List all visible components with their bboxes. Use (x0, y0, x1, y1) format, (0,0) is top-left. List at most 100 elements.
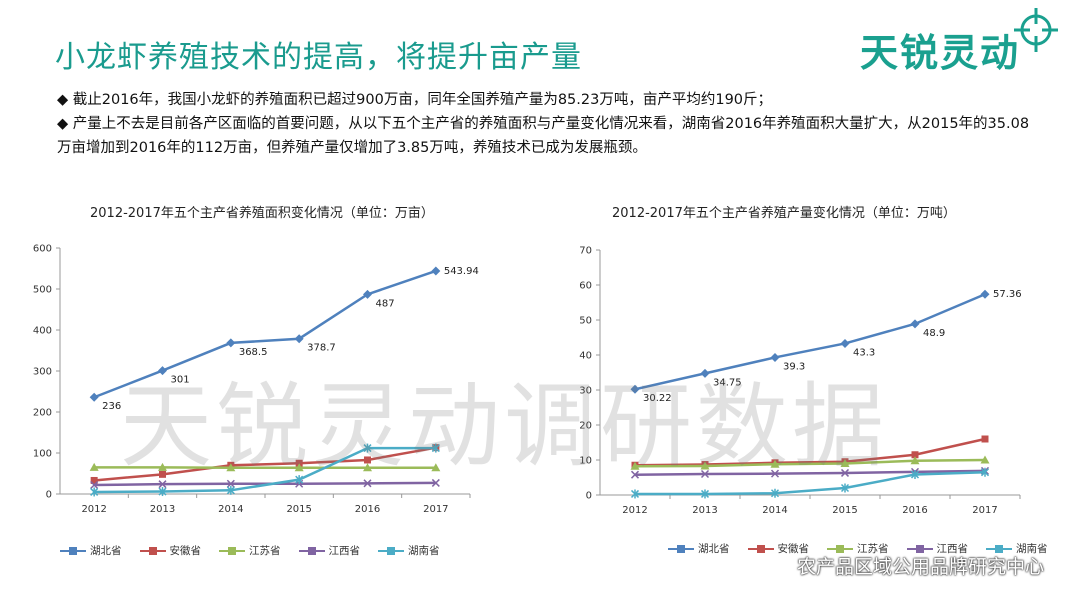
x-tick-label: 2013 (150, 504, 175, 515)
series-湖北省: 236 301 368.5 378.7 487 543.94 (89, 266, 479, 412)
bullet-list: ◆ 截止2016年，我国小龙虾的养殖面积已超过900万亩，同年全国养殖产量为85… (57, 88, 1037, 160)
x-tick-label: 2017 (972, 505, 997, 516)
data-point (770, 352, 780, 362)
chart-output: 0 10 20 30 40 50 60 70 2012 2013 2014 2015 2016 2017 3… (579, 246, 1021, 517)
data-point (89, 462, 99, 471)
data-point (840, 459, 850, 467)
data-point (226, 479, 235, 488)
series-line (94, 446, 437, 482)
y-tick-label: 20 (579, 421, 592, 432)
series-湖南省 (90, 443, 440, 497)
y-tick-label: 500 (33, 285, 52, 296)
legend-swatch (139, 546, 166, 556)
y-tick-label: 10 (579, 456, 592, 467)
data-point (700, 469, 710, 479)
data-label: 48.9 (923, 328, 945, 339)
legend-item: 湖北省 (668, 541, 730, 556)
legend-label: 江西省 (936, 543, 969, 555)
legend-swatch (378, 546, 404, 556)
data-point (159, 470, 166, 478)
x-tick-label: 2015 (286, 504, 311, 515)
series-line (634, 293, 986, 391)
data-point (294, 334, 304, 344)
data-point (295, 459, 303, 467)
legend-label: 江苏省 (857, 543, 889, 555)
data-point (840, 338, 850, 348)
legend-swatch (668, 544, 694, 554)
crosshair-icon (1014, 8, 1058, 52)
wechat-icon (765, 555, 791, 575)
y-tick-label: 0 (586, 491, 592, 502)
data-point (981, 435, 989, 443)
series-line (94, 446, 436, 494)
y-tick-label: 600 (33, 244, 52, 255)
y-tick-label: 50 (579, 316, 592, 327)
legend-label: 湖北省 (698, 543, 730, 555)
data-point (770, 469, 780, 478)
data-point (431, 463, 441, 472)
x-tick-label: 2016 (355, 504, 380, 515)
series-line (635, 471, 986, 496)
legend-item: 江苏省 (827, 541, 889, 556)
y-tick-label: 100 (33, 449, 52, 460)
y-tick-label: 40 (579, 351, 592, 362)
legend-label: 湖南省 (408, 545, 440, 557)
legend-label: 江西省 (328, 545, 361, 557)
data-point (226, 485, 235, 495)
legend-output: 湖北省 安徽省 江苏省 江西省 湖南省 (668, 541, 1048, 556)
data-point (980, 467, 990, 477)
series-安徽省 (90, 444, 440, 484)
data-label: 39.3 (783, 361, 805, 372)
data-point (770, 459, 780, 468)
chart-area: 0 100 200 300 400 500 600 2012 2013 2014 2015 2016 2… (33, 244, 479, 516)
data-label: 43.3 (853, 347, 875, 358)
data-point (630, 461, 640, 470)
data-point (700, 368, 710, 378)
data-point (158, 462, 167, 471)
legend-swatch (60, 546, 86, 556)
data-point (363, 443, 372, 453)
legend-swatch (219, 546, 245, 556)
legend-swatch (906, 544, 933, 554)
data-point (911, 451, 919, 459)
data-label: 34.75 (713, 377, 742, 388)
data-point (980, 289, 990, 299)
data-point (363, 289, 372, 299)
data-point (630, 470, 640, 479)
series-江苏省 (89, 462, 441, 472)
data-point (363, 479, 372, 488)
data-point (770, 488, 780, 498)
series-江苏省 (630, 455, 990, 470)
series-line (634, 458, 986, 468)
legend-area: 湖北省 安徽省 江苏省 江西省 湖南省 (60, 543, 440, 558)
data-point (226, 338, 236, 348)
data-point (364, 456, 371, 464)
data-point (840, 483, 850, 493)
chart-title-output: 2012-2017年五个主产省养殖产量变化情况（单位：万吨） (612, 206, 956, 221)
legend-label: 安徽省 (169, 545, 202, 557)
slide-title: 小龙虾养殖技术的提高，将提升亩产量 (55, 40, 582, 75)
x-tick-label: 2016 (902, 505, 927, 516)
y-tick-label: 400 (33, 326, 52, 337)
y-tick-label: 200 (33, 408, 52, 419)
y-tick-label: 30 (579, 386, 592, 397)
data-point (226, 463, 236, 472)
data-point (158, 487, 167, 497)
legend-label: 湖南省 (1016, 543, 1048, 555)
legend-item: 安徽省 (139, 543, 202, 558)
data-label: 487 (376, 298, 395, 309)
data-label: 236 (102, 401, 121, 412)
brand-logo: 天锐灵动 (859, 31, 1020, 75)
data-point (630, 489, 640, 499)
y-tick-label: 0 (46, 490, 52, 501)
data-point (90, 476, 98, 484)
x-tick-label: 2013 (692, 505, 717, 516)
x-tick-label: 2014 (218, 504, 243, 515)
wechat-account: 农产品区域公用品牌研究中心 (765, 552, 1044, 579)
y-tick-label: 60 (579, 281, 592, 292)
x-tick-label: 2012 (81, 504, 106, 515)
legend-item: 江西省 (298, 543, 361, 558)
series-湖北省: 30.22 34.75 39.3 43.3 48.9 57.36 (630, 289, 1022, 404)
data-point (840, 468, 850, 477)
